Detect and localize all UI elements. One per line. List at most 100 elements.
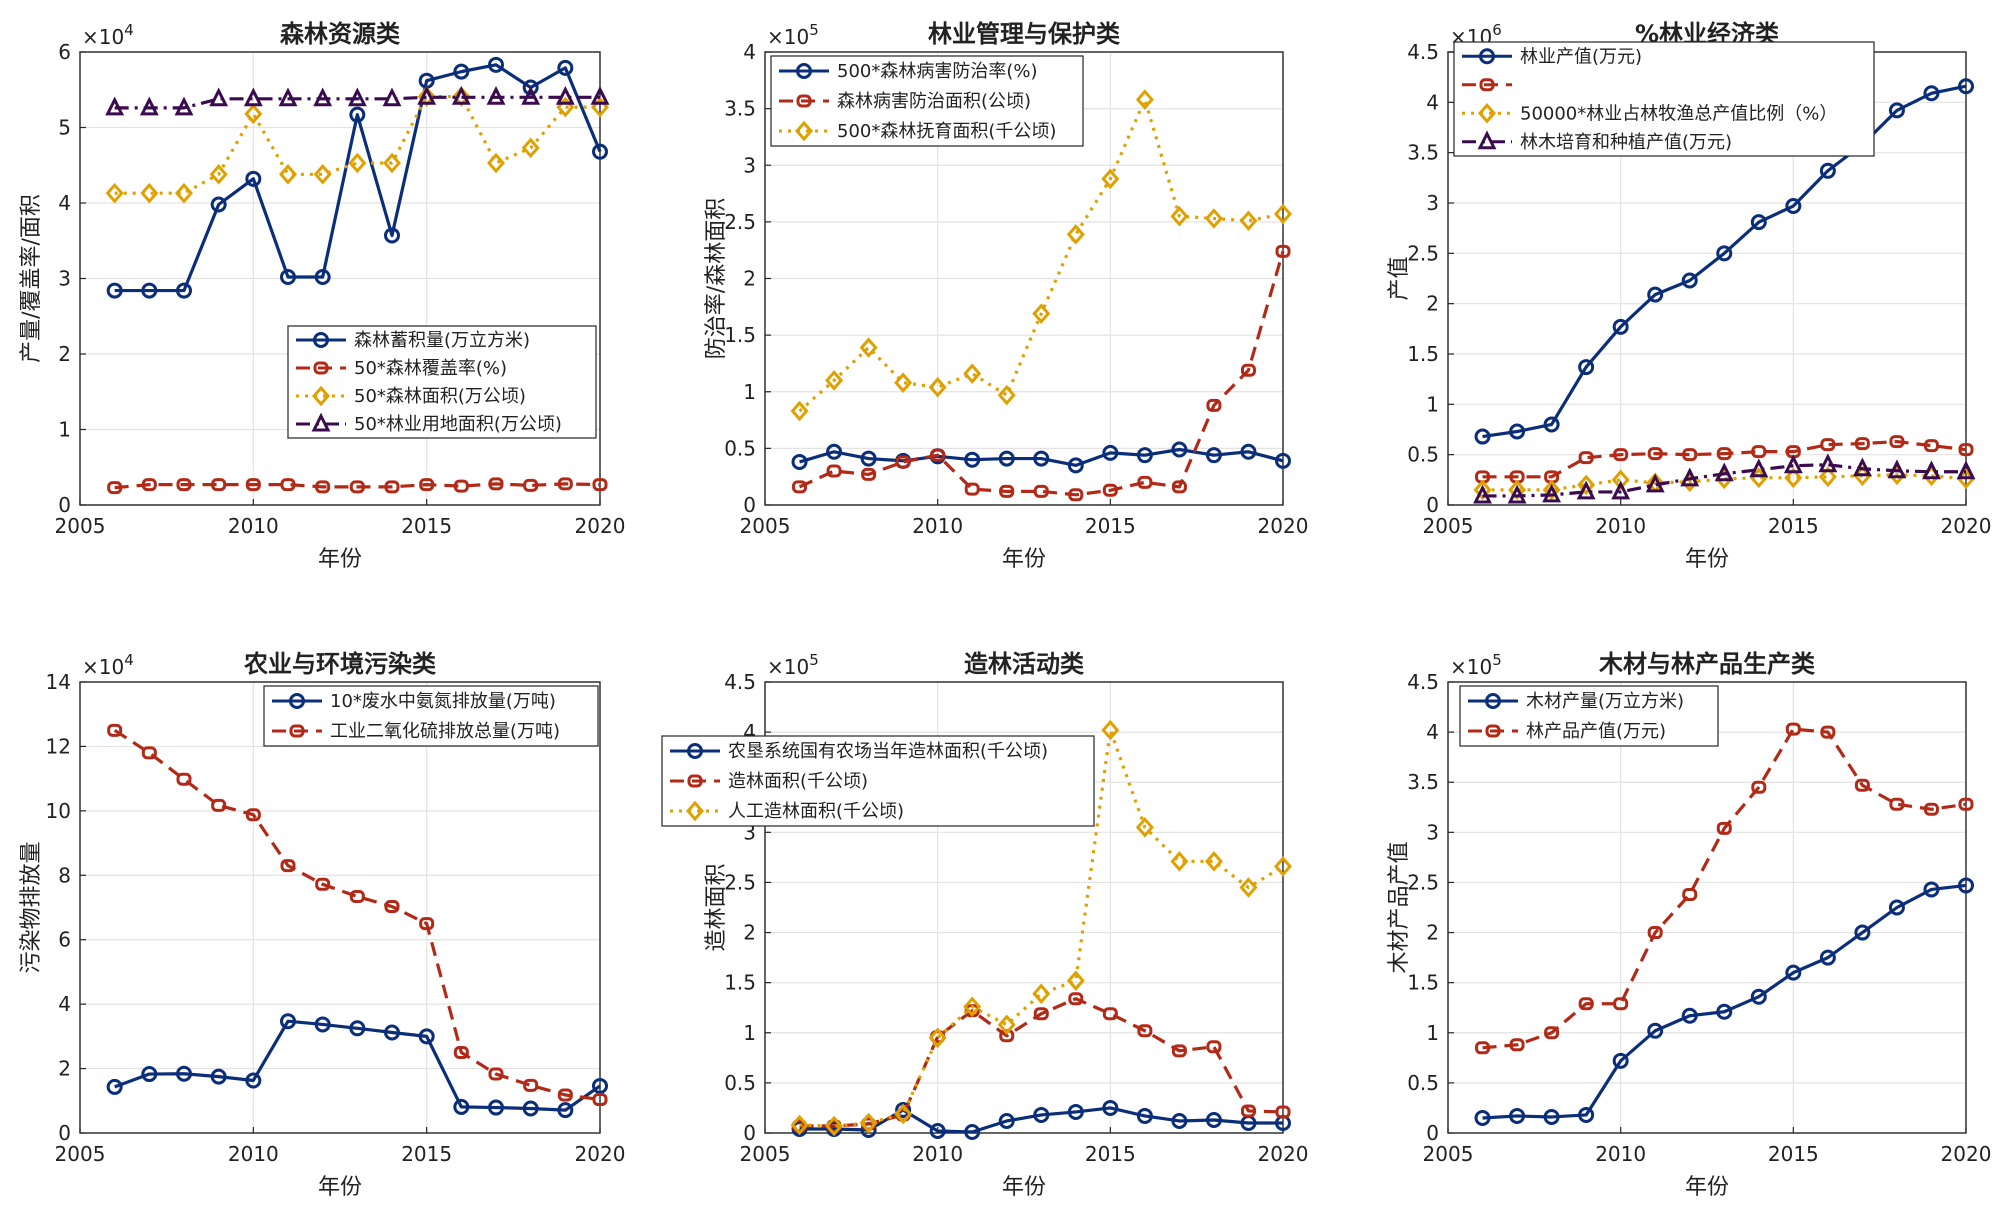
axes-box xyxy=(764,681,1284,1134)
data-point xyxy=(1647,1022,1664,1039)
data-point xyxy=(592,1077,608,1094)
chart-panel-3: 2005 2010 2015 202000.511.522.533.544.5×106… xyxy=(1387,20,1991,572)
data-point xyxy=(997,384,1016,406)
x-tick-label: 2005 xyxy=(1423,1142,1474,1166)
data-point xyxy=(313,87,333,107)
data-point xyxy=(453,1098,470,1115)
data-point xyxy=(1474,1109,1491,1126)
legend-swatch-marker xyxy=(1479,78,1495,92)
y-tick-label: 2 xyxy=(58,1057,71,1081)
x-tick-label: 2010 xyxy=(1595,514,1646,538)
y-tick-label: 3.5 xyxy=(1407,770,1439,794)
y-tick-label: 2 xyxy=(743,267,756,291)
data-point xyxy=(1888,102,1905,119)
y-tick-label: 1.5 xyxy=(724,971,756,995)
legend: 森林蓄积量(万立方米) 50*森林覆盖率(%) 50*森林面积(万公顷) 50*林业用… xyxy=(287,325,597,439)
data-point xyxy=(557,1088,573,1102)
y-tick-label: 3 xyxy=(58,267,71,291)
data-point xyxy=(1680,467,1700,487)
data-point xyxy=(1751,445,1767,459)
legend-swatch-marker xyxy=(1478,102,1496,124)
data-point xyxy=(106,282,123,299)
data-point xyxy=(105,182,124,204)
legend-box xyxy=(661,735,1095,827)
legend-swatch-marker xyxy=(687,743,703,759)
x-tick-label: 2005 xyxy=(1423,514,1474,538)
data-point xyxy=(1171,1112,1188,1129)
y-tick-label: 0 xyxy=(1426,1121,1439,1145)
data-point xyxy=(825,1115,844,1137)
data-point xyxy=(417,85,437,105)
data-point xyxy=(1171,1044,1187,1058)
data-point xyxy=(279,164,297,185)
series-line xyxy=(114,95,600,110)
data-point xyxy=(1923,85,1940,102)
y-axis-label: 木材产品产值 xyxy=(1387,841,1412,973)
data-point xyxy=(1032,303,1051,324)
plot-area xyxy=(80,682,600,1133)
series-line xyxy=(799,997,1284,1128)
y-tick-label: 8 xyxy=(58,863,71,887)
series-line xyxy=(114,482,601,490)
y-tick-label: 4 xyxy=(743,40,756,64)
data-point xyxy=(1647,447,1663,461)
data-point xyxy=(964,482,980,496)
series-1 xyxy=(106,1013,608,1119)
legend-swatch-marker xyxy=(795,120,813,142)
data-point xyxy=(384,480,400,494)
legend-box xyxy=(287,325,597,439)
legend-swatch-marker xyxy=(313,332,329,348)
data-point xyxy=(826,464,842,478)
data-point xyxy=(280,478,296,492)
data-point xyxy=(349,890,365,904)
legend-swatch-marker xyxy=(312,385,330,407)
x-tick-label: 2005 xyxy=(55,1142,106,1166)
legend: 10*废水中氨氮排放量(万吨) 工业二氧化硫排放总量(万吨) xyxy=(263,685,599,747)
data-point xyxy=(1067,457,1084,474)
x-axis-label: 年份 xyxy=(318,1175,362,1200)
series-line xyxy=(114,94,600,195)
legend-box xyxy=(263,685,599,747)
chart-panel-4: 2005 2010 2015 2020 0 2 4 6 8 10 12 14 ×104 农业与环境污染类年… xyxy=(19,650,625,1200)
data-point xyxy=(1578,359,1595,376)
data-point xyxy=(419,917,435,931)
data-point xyxy=(1577,474,1596,496)
series-1 xyxy=(791,1099,1291,1140)
legend-swatch-marker xyxy=(796,94,812,108)
data-point xyxy=(105,96,125,116)
x-axis-label: 年份 xyxy=(1685,547,1729,572)
data-point xyxy=(141,1066,158,1083)
data-point xyxy=(1716,1003,1733,1020)
y-tick-label: 0 xyxy=(743,1121,756,1145)
data-point xyxy=(1682,887,1698,901)
x-tick-label: 2020 xyxy=(1258,514,1309,538)
data-point xyxy=(1612,1052,1629,1069)
data-point xyxy=(521,137,540,159)
data-point xyxy=(1171,480,1187,494)
data-point xyxy=(1068,992,1084,1006)
data-point xyxy=(592,143,608,160)
series-line xyxy=(799,447,1284,467)
data-point xyxy=(313,164,332,185)
x-tick-label: 2015 xyxy=(401,514,452,538)
legend-swatch-marker xyxy=(687,774,703,788)
series-2 xyxy=(1475,722,1974,1055)
data-point xyxy=(523,478,539,492)
data-point xyxy=(141,282,158,299)
data-point xyxy=(1611,480,1631,500)
data-point xyxy=(1473,479,1492,501)
data-point xyxy=(1135,89,1154,110)
data-point xyxy=(1033,484,1049,498)
data-point xyxy=(418,1028,435,1045)
y-tick-label: 2 xyxy=(58,342,71,366)
data-point xyxy=(1066,970,1085,991)
data-point xyxy=(825,370,844,391)
y-tick-label: 4.5 xyxy=(724,670,756,694)
data-point xyxy=(1922,460,1941,480)
data-point xyxy=(1818,466,1837,488)
y-tick-label: 1 xyxy=(1426,1021,1439,1045)
axis-exponent-label: ×104 xyxy=(82,651,134,679)
data-point xyxy=(1956,460,1976,480)
data-point xyxy=(1544,1026,1560,1040)
